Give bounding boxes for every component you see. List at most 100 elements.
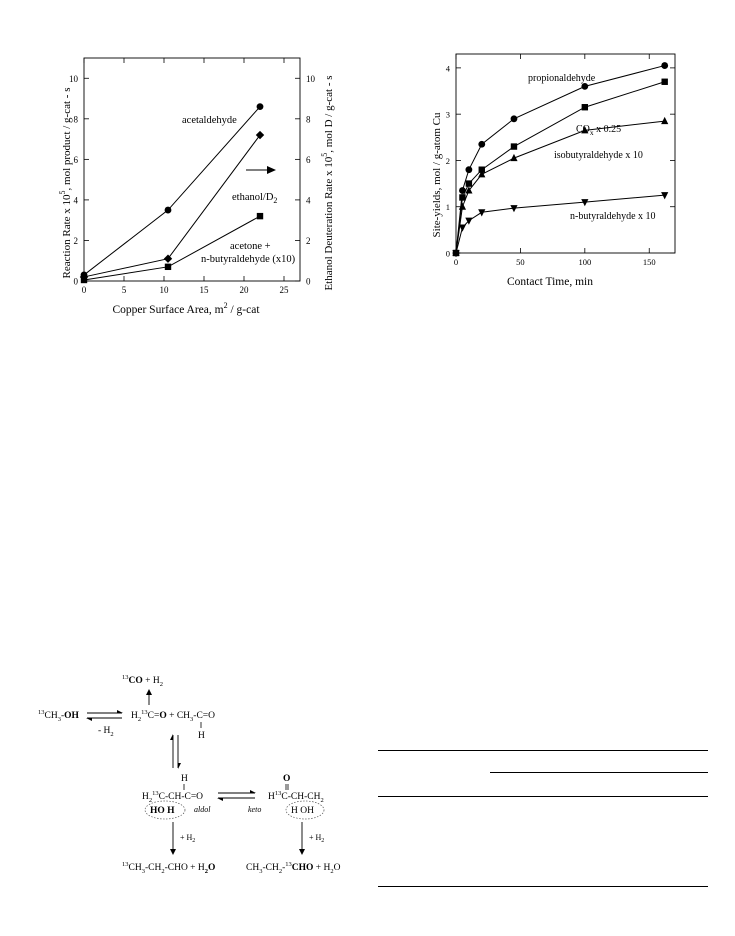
reaction-scheme: 13CO + H2 13CH3-OH - H2 H213C=O + CH3-C=… (38, 674, 341, 875)
y-tick-label: 2 (74, 236, 79, 246)
x-tick-label: 20 (240, 285, 250, 295)
aldol-keto-forward-head (250, 790, 256, 793)
keto-h-oh: H OH (291, 806, 314, 816)
data-point-series-2 (510, 143, 518, 150)
right-chart-y-axis-label: Site-yields, mol / g-atom Cu (431, 112, 443, 237)
data-point-series-2 (661, 78, 668, 85)
data-point-series-4 (661, 192, 669, 200)
vertical-equilibrium-down-head (178, 763, 181, 769)
left-chart: 0 5 10 15 20 250 02 24 46 68 810 10 Reaction Rate x… (58, 57, 335, 316)
x-tick-label: 25 (280, 285, 290, 295)
annotation-isobutyraldehyde: isobutyraldehyde x 10 (554, 150, 643, 161)
keto-tag: keto (248, 805, 261, 814)
right-chart-axes: 0 50 100 150 0 1 2 3 4 (446, 53, 676, 267)
arrow-up-co-head (146, 689, 152, 695)
minus-h2-label: - H2 (98, 726, 114, 738)
y-right-tick-label: 6 (306, 155, 311, 165)
x-tick-label: 5 (122, 285, 127, 295)
y-right-tick-label: 2 (306, 236, 311, 246)
data-point-series-1 (465, 166, 473, 174)
keto-circle (285, 800, 325, 820)
y-tick-label: 0 (446, 249, 450, 259)
y-right-tick-label: 0 (306, 277, 311, 287)
annotation-cox: COx x 0.25 (576, 124, 621, 137)
data-point-series-4 (458, 224, 467, 232)
series-line-2 (455, 81, 665, 254)
data-point-series-2 (465, 180, 473, 187)
x-tick-label: 150 (643, 257, 656, 267)
co-product: 13CO + H2 (122, 674, 163, 688)
y-tick-label: 4 (446, 63, 451, 73)
data-point-series-1 (661, 62, 669, 69)
plus-h2-right: + H2 (309, 833, 324, 844)
left-chart-x-axis-label: Copper Surface Area, m2 / g-cat (112, 301, 260, 316)
x-tick-label: 15 (200, 285, 210, 295)
x-tick-label: 0 (454, 257, 458, 267)
product-right: CH3-CH2-13CHO + H2O (246, 861, 341, 875)
annotation-arrow-head (267, 166, 276, 174)
equilibrium-forward-head (117, 710, 123, 713)
aldol-ho-h: HO H (150, 806, 175, 816)
data-point-series-2 (163, 254, 173, 263)
data-point-series-3 (256, 212, 264, 220)
right-chart-x-axis-label: Contact Time, min (507, 276, 593, 288)
data-point-series-3 (465, 186, 473, 194)
data-point-series-4 (465, 217, 473, 225)
data-point-series-2 (478, 166, 485, 173)
vertical-equilibrium-up-head (170, 734, 173, 740)
x-tick-label: 100 (578, 257, 591, 267)
left-chart-axes: 0 5 10 15 20 250 02 24 46 68 810 10 (69, 57, 316, 295)
table-header-rule (378, 796, 708, 797)
x-tick-label: 50 (516, 257, 525, 267)
data-point-series-3 (510, 153, 518, 162)
product-left: 13CH3-CH2-CHO + H2O (122, 861, 215, 875)
y-right-tick-label: 8 (306, 114, 311, 124)
data-point-series-3 (458, 202, 467, 210)
data-point-series-2 (581, 104, 589, 111)
left-chart-right-y-axis-label: Ethanol Deuteration Rate x 105, mol D / … (320, 75, 335, 290)
data-point-series-2 (255, 130, 265, 140)
x-tick-label: 10 (160, 285, 170, 295)
annotation-n-butyraldehyde: n-butyraldehyde x 10 (570, 211, 656, 222)
annotation-propionaldehyde: propionaldehyde (528, 73, 596, 84)
table-group-rule (490, 772, 708, 773)
y-tick-label: 0 (74, 277, 79, 287)
aldol-top-h: H (181, 774, 188, 784)
right-chart: 0 50 100 150 0 1 2 3 4 Site-yields, mol / g-atom… (431, 53, 676, 288)
arrow-down-right-head (299, 849, 305, 855)
plot-frame (455, 53, 676, 254)
x-tick-label: 0 (82, 285, 87, 295)
data-point-series-4 (581, 199, 589, 207)
methanol: 13CH3-OH (38, 709, 80, 723)
y-tick-label: 2 (446, 156, 450, 166)
data-point-series-1 (164, 206, 172, 214)
acetaldehyde-h: H (198, 731, 205, 741)
annotation-acetone: acetone + (230, 241, 271, 252)
y-right-tick-label: 4 (306, 195, 311, 205)
plot-frame (83, 57, 301, 282)
data-point-series-1 (478, 140, 486, 148)
data-point-series-3 (661, 116, 669, 125)
series-line-3 (455, 120, 665, 254)
annotation-acetaldehyde: acetaldehyde (182, 115, 237, 126)
arrow-down-left-head (170, 849, 176, 855)
data-point-series-3 (80, 276, 88, 284)
data-point-series-3 (164, 263, 172, 271)
y-tick-label: 1 (446, 202, 450, 212)
y-right-tick-label: 10 (306, 74, 316, 84)
left-chart-series (79, 103, 265, 284)
series-line-4 (455, 194, 665, 254)
aldol-intermediate: H213C-CH-C=O (142, 790, 203, 804)
annotation-n-butyraldehyde-x10: n-butyraldehyde (x10) (201, 254, 296, 265)
data-point-series-1 (581, 82, 589, 90)
y-tick-label: 6 (74, 155, 79, 165)
right-chart-series (452, 62, 669, 258)
plus-h2-left: + H2 (180, 833, 195, 844)
keto-o: O (283, 774, 290, 784)
annotation-ethanol-d2: ethanol/D2 (232, 192, 277, 205)
formaldehyde-acetaldehyde: H213C=O + CH3-C=O (131, 709, 215, 723)
data-point-series-4 (510, 205, 518, 213)
y-tick-label: 10 (69, 74, 79, 84)
keto-intermediate: H13C-CH-CH2 (268, 790, 324, 804)
aldol-tag: aldol (194, 805, 211, 814)
